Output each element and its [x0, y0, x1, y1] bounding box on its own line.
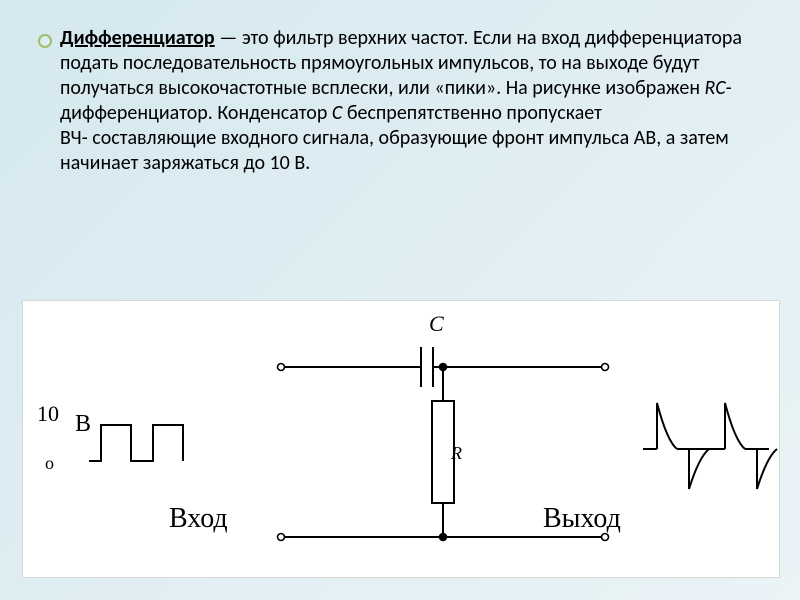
svg-text:Вход: Вход — [169, 503, 228, 534]
svg-text:B: B — [75, 411, 91, 437]
circuit-diagram: o C R Вход Выход 10 B — [22, 300, 780, 578]
term-differentiator: Дифференциатор — [60, 26, 215, 50]
svg-text:Выход: Выход — [543, 503, 621, 534]
slide-main-text: Дифференциатор — это фильтр верхних част… — [60, 26, 770, 176]
svg-text:R: R — [450, 443, 462, 463]
svg-text:o: o — [45, 453, 54, 473]
svg-text:C: C — [429, 311, 444, 336]
bullet-marker — [38, 34, 52, 48]
svg-text:10: 10 — [37, 401, 59, 426]
slide-bullet: Дифференциатор — это фильтр верхних част… — [38, 26, 770, 176]
